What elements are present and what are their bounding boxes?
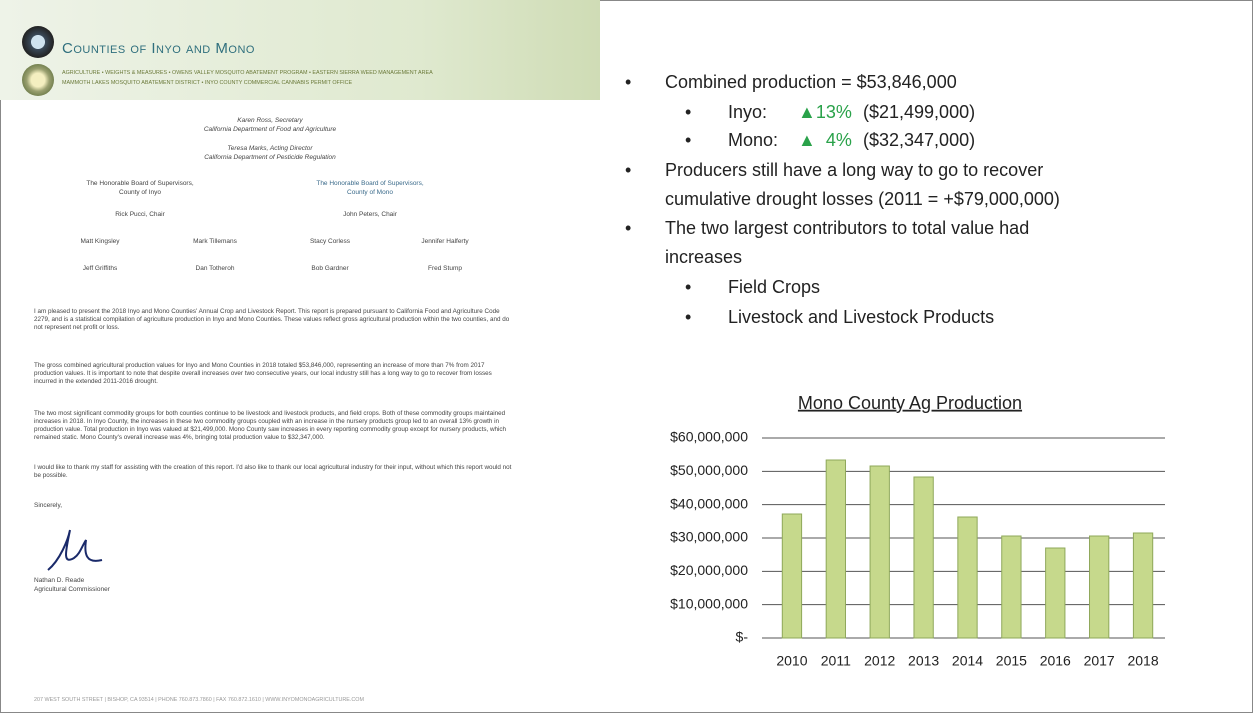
addressee: Karen Ross, Secretary	[237, 117, 303, 124]
bullet-text: Combined production = $53,846,000	[665, 72, 957, 92]
bullet-amount: ($32,347,000)	[863, 130, 976, 150]
x-tick-label: 2018	[1127, 653, 1158, 669]
bar	[1001, 535, 1022, 639]
x-tick-label: 2016	[1040, 653, 1071, 669]
member: Bob Gardner	[311, 265, 349, 272]
bullet-label: Mono:	[728, 130, 779, 150]
bullet-text: increases	[665, 247, 743, 267]
paragraph: I am pleased to present the 2018 Inyo an…	[34, 308, 510, 331]
bar	[825, 459, 846, 639]
x-tick-label: 2011	[821, 653, 851, 669]
footer: 207 West South Street | Bishop, CA 93514…	[34, 697, 364, 703]
bar	[1089, 535, 1110, 639]
bullet-text: cumulative drought losses (2011 = +$79,0…	[665, 189, 1060, 209]
member: Mark Tillemans	[193, 238, 237, 245]
org-name: Counties of Inyo and Mono	[62, 40, 255, 57]
y-tick-label: $30,000,000	[670, 529, 748, 545]
addressee: Teresa Marks, Acting Director	[227, 145, 313, 152]
paragraph: The two most significant commodity group…	[34, 410, 507, 441]
bullet-text: Field Crops	[728, 277, 821, 297]
x-tick-label: 2014	[952, 653, 983, 669]
bullet-text: The two largest contributors to total va…	[665, 218, 1030, 238]
org-sub: Agriculture • Weights & Measures • Owens…	[62, 70, 433, 76]
x-tick-label: 2013	[908, 653, 939, 669]
bar	[781, 513, 803, 639]
paragraph: I would like to thank my staff for assis…	[34, 464, 512, 479]
y-tick-label: $50,000,000	[670, 462, 748, 478]
letter-image: Counties of Inyo and Mono Agriculture • …	[0, 0, 600, 713]
chart-title: Mono County Ag Production	[798, 393, 1022, 413]
bullet-change: ▲13%	[798, 102, 852, 122]
chair: John Peters, Chair	[343, 211, 397, 218]
bullet-change: ▲ 4%	[798, 130, 852, 150]
chair: Rick Pucci, Chair	[115, 211, 165, 218]
y-tick-label: $-	[736, 629, 749, 645]
paragraph: The gross combined agricultural producti…	[34, 362, 492, 385]
bar	[869, 465, 890, 639]
x-tick-label: 2010	[776, 653, 807, 669]
chart: Mono County Ag Production $- $10,000,000 $…	[670, 393, 1165, 669]
closing: Sincerely,	[34, 502, 63, 509]
signer: Nathan D. Reade	[34, 577, 85, 584]
seal-mono	[22, 64, 54, 96]
bullet-amount: ($21,499,000)	[863, 102, 976, 122]
y-tick-label: $40,000,000	[670, 495, 748, 511]
x-tick-label: 2015	[996, 653, 1027, 669]
member: Fred Stump	[428, 265, 462, 272]
bullet-text: Producers still have a long way to go to…	[665, 160, 1044, 180]
member: Dan Totheroh	[195, 265, 235, 272]
bar	[957, 516, 978, 639]
board: The Honorable Board of Supervisors,	[316, 180, 424, 187]
x-tick-label: 2012	[864, 653, 895, 669]
board: County of Inyo	[119, 189, 161, 196]
y-tick-label: $60,000,000	[670, 429, 748, 445]
seal-inyo	[22, 26, 54, 58]
addressee: California Department of Pesticide Regul…	[204, 154, 336, 161]
signer-title: Agricultural Commissioner	[34, 586, 110, 593]
letterhead-band	[0, 0, 600, 100]
bar	[1132, 532, 1154, 639]
board: County of Mono	[347, 189, 393, 196]
member: Jeff Griffiths	[82, 265, 118, 272]
bullet-label: Inyo:	[728, 102, 768, 122]
bar	[913, 476, 934, 639]
bullet-text: Livestock and Livestock Products	[728, 307, 995, 327]
member: Matt Kingsley	[80, 238, 120, 245]
bar	[1045, 547, 1066, 639]
member: Stacy Corless	[309, 238, 351, 245]
y-tick-label: $10,000,000	[670, 595, 748, 611]
signature	[47, 529, 103, 571]
org-sub: Mammoth Lakes Mosquito Abatement Distric…	[62, 80, 353, 86]
x-tick-label: 2017	[1084, 653, 1115, 669]
member: Jennifer Halferty	[421, 238, 469, 245]
y-tick-label: $20,000,000	[670, 562, 748, 578]
board: The Honorable Board of Supervisors,	[86, 180, 194, 187]
addressee: California Department of Food and Agricu…	[203, 126, 337, 133]
